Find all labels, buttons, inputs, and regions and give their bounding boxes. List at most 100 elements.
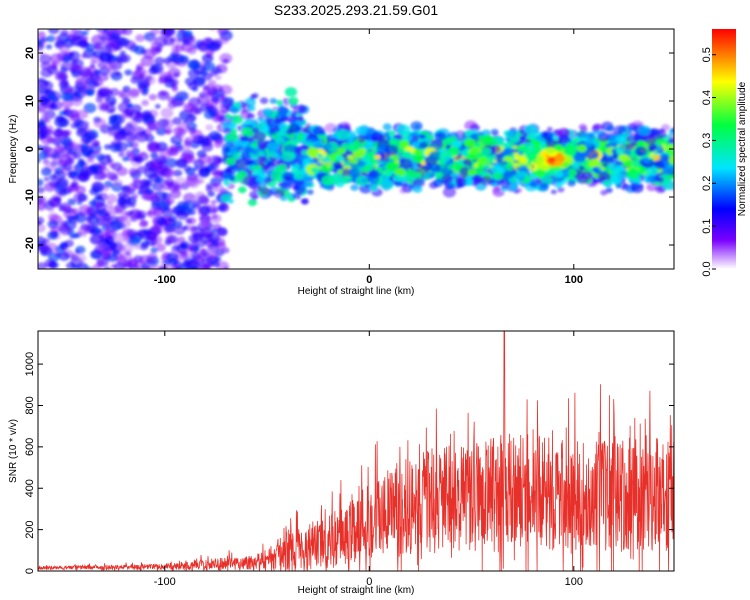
spectrogram-cell	[429, 163, 441, 173]
spectrogram-cell	[501, 182, 510, 190]
spectrogram-cell	[439, 151, 452, 162]
spectrogram-cell	[104, 212, 111, 217]
spectrogram-cell	[474, 178, 482, 185]
spectrogram-cell	[557, 134, 571, 145]
y-tick-label: -20	[24, 237, 36, 253]
spectrogram-cell	[148, 67, 158, 75]
spectrogram-cell	[107, 130, 116, 137]
spectrogram-cell	[147, 210, 153, 216]
spectrogram-cell	[134, 245, 140, 250]
spectrogram-cell	[128, 167, 140, 177]
spectrogram-cell	[542, 131, 554, 141]
spectrogram-cell	[131, 147, 140, 155]
spectrogram-cell	[89, 63, 96, 69]
spectrogram-cell	[215, 74, 222, 80]
spectrogram-cell	[397, 124, 411, 135]
spectrogram-cell	[573, 138, 579, 143]
spectrogram-cell	[42, 159, 50, 165]
spectrogram-cell	[184, 137, 193, 144]
spectrogram-x-label: Height of straight line (km)	[298, 286, 415, 297]
spectrogram-cell	[82, 35, 89, 41]
spectrogram-cell	[170, 248, 177, 254]
spectrogram-cell	[280, 181, 292, 191]
spectrogram-cell	[107, 254, 118, 262]
spectrogram-cell	[630, 141, 638, 147]
spectrogram-cell	[526, 152, 538, 162]
spectrogram-cell	[578, 165, 585, 171]
spectrogram-cell	[382, 123, 392, 131]
spectrogram-cell	[78, 173, 89, 182]
spectrogram-cell	[273, 188, 285, 199]
spectrogram-cell	[109, 220, 123, 231]
spectrogram-cell	[127, 258, 139, 267]
spectrogram-cell	[300, 198, 309, 205]
spectrogram-cell	[104, 236, 115, 245]
spectrogram-cell	[273, 117, 283, 125]
y-tick-label: 20	[24, 47, 36, 59]
spectrogram-cell	[42, 238, 50, 244]
spectrogram-cell	[670, 127, 674, 133]
spectrogram-cell	[324, 143, 333, 150]
colorbar-tick-label: 0.5	[701, 47, 713, 62]
spectrogram-cell	[357, 160, 366, 168]
spectrogram-cell	[95, 150, 101, 155]
spectrogram-cell	[229, 146, 238, 154]
spectrogram-cell	[48, 212, 59, 222]
spectrogram-cell	[78, 66, 92, 77]
spectrogram-cell	[106, 171, 118, 181]
spectrogram-cell	[149, 161, 161, 170]
spectrogram-cell	[173, 131, 185, 141]
spectrogram-cell	[619, 154, 629, 162]
spectrogram-cell	[473, 141, 482, 148]
spectrogram-cell	[125, 150, 134, 157]
spectrogram-cell	[148, 142, 162, 154]
spectrogram-cell	[164, 157, 178, 169]
spectrogram-cell	[63, 205, 73, 214]
spectrogram-cell	[38, 151, 48, 160]
spectrogram-cell	[524, 124, 538, 135]
spectrogram-cell	[661, 163, 674, 175]
spectrogram-cell	[185, 218, 193, 224]
spectrogram-cell	[459, 146, 466, 151]
spectrogram-cell	[646, 183, 657, 192]
spectrogram-x-ticks: -100 0 100	[154, 29, 583, 286]
spectrogram-cell	[335, 155, 344, 162]
spectrogram-cell	[185, 116, 193, 122]
spectrogram-cell	[87, 213, 95, 220]
spectrogram-cell	[166, 252, 179, 262]
spectrogram-cell	[285, 128, 294, 135]
spectrogram-cell	[368, 169, 380, 179]
spectrogram-cell	[136, 229, 147, 238]
spectrogram-cell	[77, 193, 88, 202]
colorbar: 0.0 0.1 0.2 0.3 0.4 0.5 Normalized spectral a…	[701, 29, 748, 277]
spectrogram-cell	[467, 168, 477, 176]
spectrogram-cell	[313, 126, 325, 135]
spectrogram-cell	[70, 182, 78, 189]
spectrogram-cell	[88, 200, 97, 207]
spectrogram-cell	[150, 195, 161, 204]
spectrogram-cell	[647, 175, 657, 183]
spectrogram-cell	[577, 174, 589, 185]
spectrogram-cell	[81, 148, 93, 158]
spectrogram-cell	[507, 129, 517, 138]
spectrogram-cell	[40, 61, 51, 70]
spectrogram-cell	[211, 260, 220, 268]
spectrogram-cell	[198, 168, 210, 178]
spectrogram-cell	[547, 156, 556, 163]
spectrogram-cell	[142, 48, 156, 60]
spectrogram-cell	[108, 114, 118, 122]
spectrogram-cell	[263, 177, 272, 184]
spectrogram-cell	[557, 186, 565, 193]
spectrogram-cell	[306, 147, 319, 157]
spectrogram-cell	[75, 245, 86, 254]
spectrogram-cell	[196, 178, 205, 184]
spectrogram-cell	[76, 128, 88, 138]
spectrogram-cell	[464, 138, 476, 148]
spectrogram-cell	[58, 251, 70, 261]
spectrogram-cell	[592, 166, 599, 172]
spectrogram-cell	[97, 259, 106, 266]
spectrogram-cell	[41, 167, 52, 176]
spectrogram-cell	[98, 242, 108, 249]
spectrogram-cell	[369, 183, 378, 191]
